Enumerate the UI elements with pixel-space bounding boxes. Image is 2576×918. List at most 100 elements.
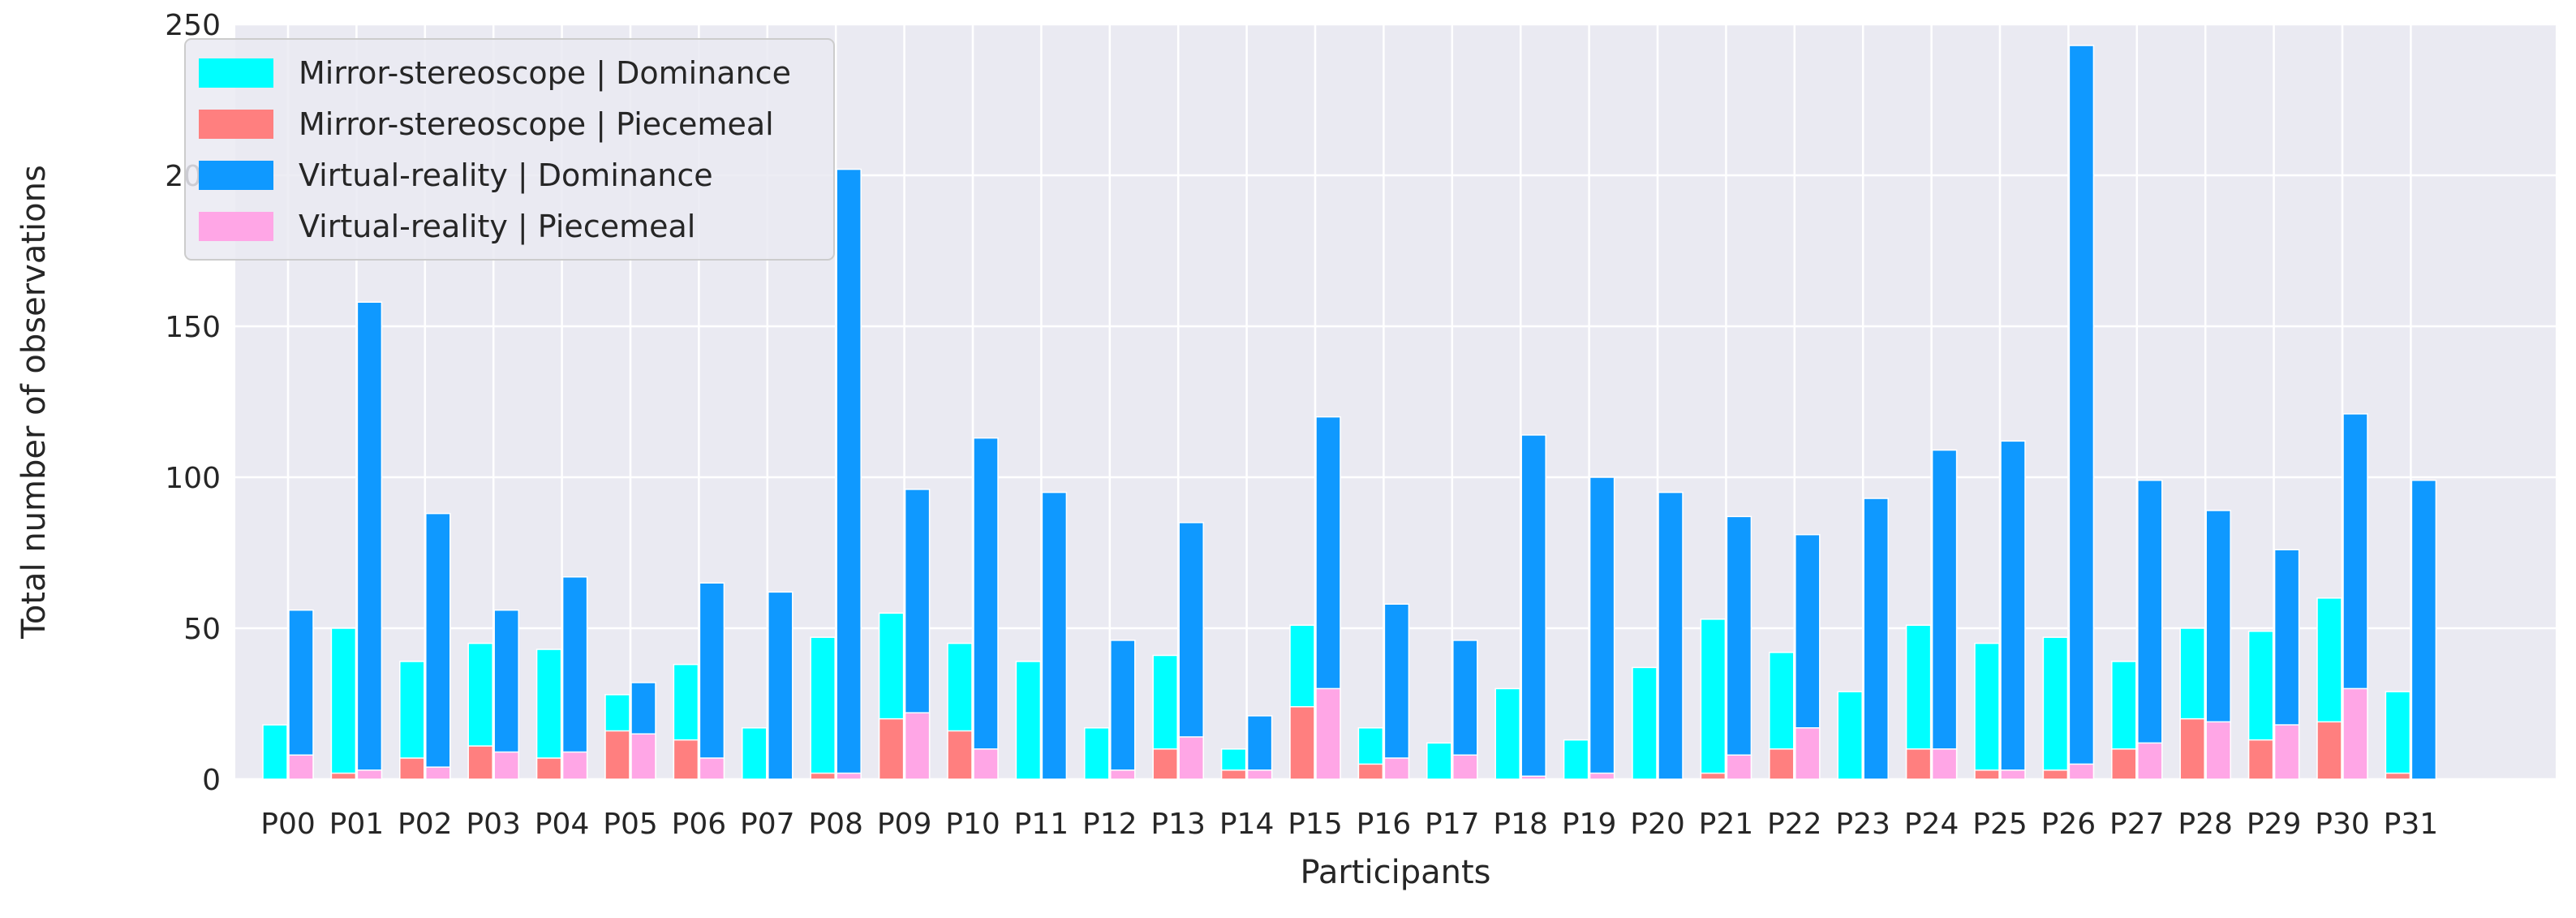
bar-p08-vr-piecemeal — [836, 772, 862, 780]
x-tick-label: P30 — [2315, 808, 2370, 841]
bar-p18-vr-piecemeal — [1520, 775, 1546, 780]
x-tick-label: P17 — [1425, 808, 1480, 841]
bar-p26-mirror-dominance — [2042, 636, 2069, 780]
bar-p19-mirror-dominance — [1563, 739, 1589, 780]
bar-p20-mirror-dominance — [1632, 666, 1658, 780]
x-tick-label: P15 — [1288, 808, 1343, 841]
x-tick-label: P06 — [672, 808, 727, 841]
bar-p15-mirror-piecemeal — [1289, 705, 1315, 780]
bar-p11-vr-dominance — [1041, 491, 1068, 780]
x-tick-label: P23 — [1835, 808, 1890, 841]
x-tick-label: P29 — [2247, 808, 2302, 841]
bar-p14-mirror-piecemeal — [1220, 769, 1247, 780]
bar-p30-vr-piecemeal — [2342, 687, 2368, 780]
bar-p02-vr-dominance — [425, 512, 451, 780]
bar-p04-vr-piecemeal — [561, 751, 588, 780]
x-tick-label: P02 — [398, 808, 453, 841]
bar-p07-vr-dominance — [768, 591, 793, 780]
bar-p25-mirror-dominance — [1974, 642, 2000, 780]
bar-p01-vr-dominance — [356, 301, 383, 780]
bar-p00-mirror-dominance — [262, 724, 288, 780]
legend: Mirror-stereoscope | Dominance Mirror-ste… — [184, 38, 835, 261]
bar-p19-vr-piecemeal — [1589, 772, 1615, 780]
x-tick-label: P21 — [1699, 808, 1754, 841]
bar-p17-vr-piecemeal — [1452, 754, 1478, 780]
bar-p09-mirror-piecemeal — [878, 718, 905, 780]
bar-p31-mirror-piecemeal — [2385, 772, 2411, 780]
x-tick-label: P26 — [2041, 808, 2096, 841]
x-axis-label: Participants — [1301, 854, 1491, 891]
x-tick-label: P14 — [1219, 808, 1275, 841]
bar-p24-vr-dominance — [1931, 449, 1958, 780]
x-tick-label: P13 — [1150, 808, 1206, 841]
legend-swatch — [199, 212, 273, 241]
bar-p06-mirror-piecemeal — [673, 739, 699, 780]
x-tick-label: P03 — [466, 808, 521, 841]
bar-p23-vr-dominance — [1863, 498, 1889, 780]
bar-p06-vr-piecemeal — [699, 757, 725, 780]
bar-p04-mirror-piecemeal — [535, 757, 562, 780]
bars — [262, 45, 2437, 780]
bar-p17-mirror-dominance — [1426, 742, 1452, 780]
bar-p25-mirror-piecemeal — [1974, 769, 2000, 780]
legend-swatch — [199, 58, 273, 88]
x-axis-ticks: P00 P01 P02 P03 P04 P05 P06 P07 P08 P09 P10 P11 P12 P… — [260, 808, 2438, 841]
x-tick-label: P04 — [535, 808, 590, 841]
bar-p21-mirror-dominance — [1700, 618, 1727, 780]
bar-p26-vr-piecemeal — [2068, 763, 2095, 780]
x-tick-label: P12 — [1082, 808, 1137, 841]
bar-p26-vr-dominance — [2068, 45, 2095, 780]
bar-p08-vr-dominance — [836, 168, 862, 780]
x-tick-label: P20 — [1630, 808, 1685, 841]
bar-p02-vr-piecemeal — [425, 766, 451, 780]
bar-p16-vr-dominance — [1383, 603, 1410, 780]
x-tick-label: P11 — [1014, 808, 1069, 841]
x-tick-label: P05 — [603, 808, 658, 841]
bar-p29-mirror-piecemeal — [2247, 739, 2274, 780]
bar-p16-vr-piecemeal — [1383, 757, 1410, 780]
bar-p12-mirror-dominance — [1084, 727, 1110, 780]
bar-p30-mirror-piecemeal — [2316, 721, 2342, 780]
x-tick-label: P19 — [1562, 808, 1617, 841]
x-tick-label: P10 — [945, 808, 1000, 841]
bar-p09-vr-piecemeal — [904, 712, 931, 780]
bar-p27-vr-dominance — [2137, 479, 2163, 780]
x-tick-label: P08 — [808, 808, 863, 841]
legend-label: Mirror-stereoscope | Dominance — [299, 55, 791, 92]
bar-p10-vr-piecemeal — [973, 748, 999, 780]
bar-p08-mirror-dominance — [810, 636, 836, 780]
bar-p10-vr-dominance — [973, 437, 999, 780]
bar-p26-mirror-piecemeal — [2042, 769, 2069, 780]
y-tick-label: 100 — [165, 462, 221, 495]
y-tick-label: 50 — [183, 613, 221, 646]
bar-p31-vr-dominance — [2410, 479, 2437, 780]
bar-p13-mirror-piecemeal — [1152, 748, 1178, 780]
bar-p22-vr-piecemeal — [1795, 727, 1821, 780]
bar-p25-vr-piecemeal — [2000, 769, 2026, 780]
legend-swatch — [199, 161, 273, 190]
bar-p31-mirror-dominance — [2385, 691, 2411, 780]
y-tick-label: 0 — [202, 764, 221, 797]
bar-p14-vr-piecemeal — [1246, 769, 1273, 780]
y-tick-label: 250 — [165, 9, 221, 42]
x-tick-label: P24 — [1904, 808, 1959, 841]
x-tick-label: P18 — [1493, 808, 1548, 841]
bar-p19-vr-dominance — [1589, 476, 1615, 780]
bar-p21-vr-piecemeal — [1726, 754, 1752, 780]
legend-label: Virtual-reality | Dominance — [299, 157, 713, 194]
x-tick-label: P28 — [2178, 808, 2233, 841]
bar-p05-vr-piecemeal — [630, 733, 656, 780]
bar-p18-vr-dominance — [1520, 434, 1546, 780]
x-tick-label: P01 — [329, 808, 385, 841]
x-tick-label: P07 — [740, 808, 795, 841]
bar-p27-vr-piecemeal — [2137, 742, 2163, 780]
bar-p24-vr-piecemeal — [1931, 748, 1958, 780]
x-tick-label: P27 — [2109, 808, 2165, 841]
bar-p04-vr-dominance — [561, 576, 588, 780]
bar-p12-vr-dominance — [1110, 640, 1136, 780]
bar-p11-mirror-dominance — [1015, 661, 1042, 780]
legend-label: Mirror-stereoscope | Piecemeal — [299, 106, 774, 143]
x-tick-label: P25 — [1972, 808, 2028, 841]
bar-p01-mirror-dominance — [330, 627, 357, 780]
